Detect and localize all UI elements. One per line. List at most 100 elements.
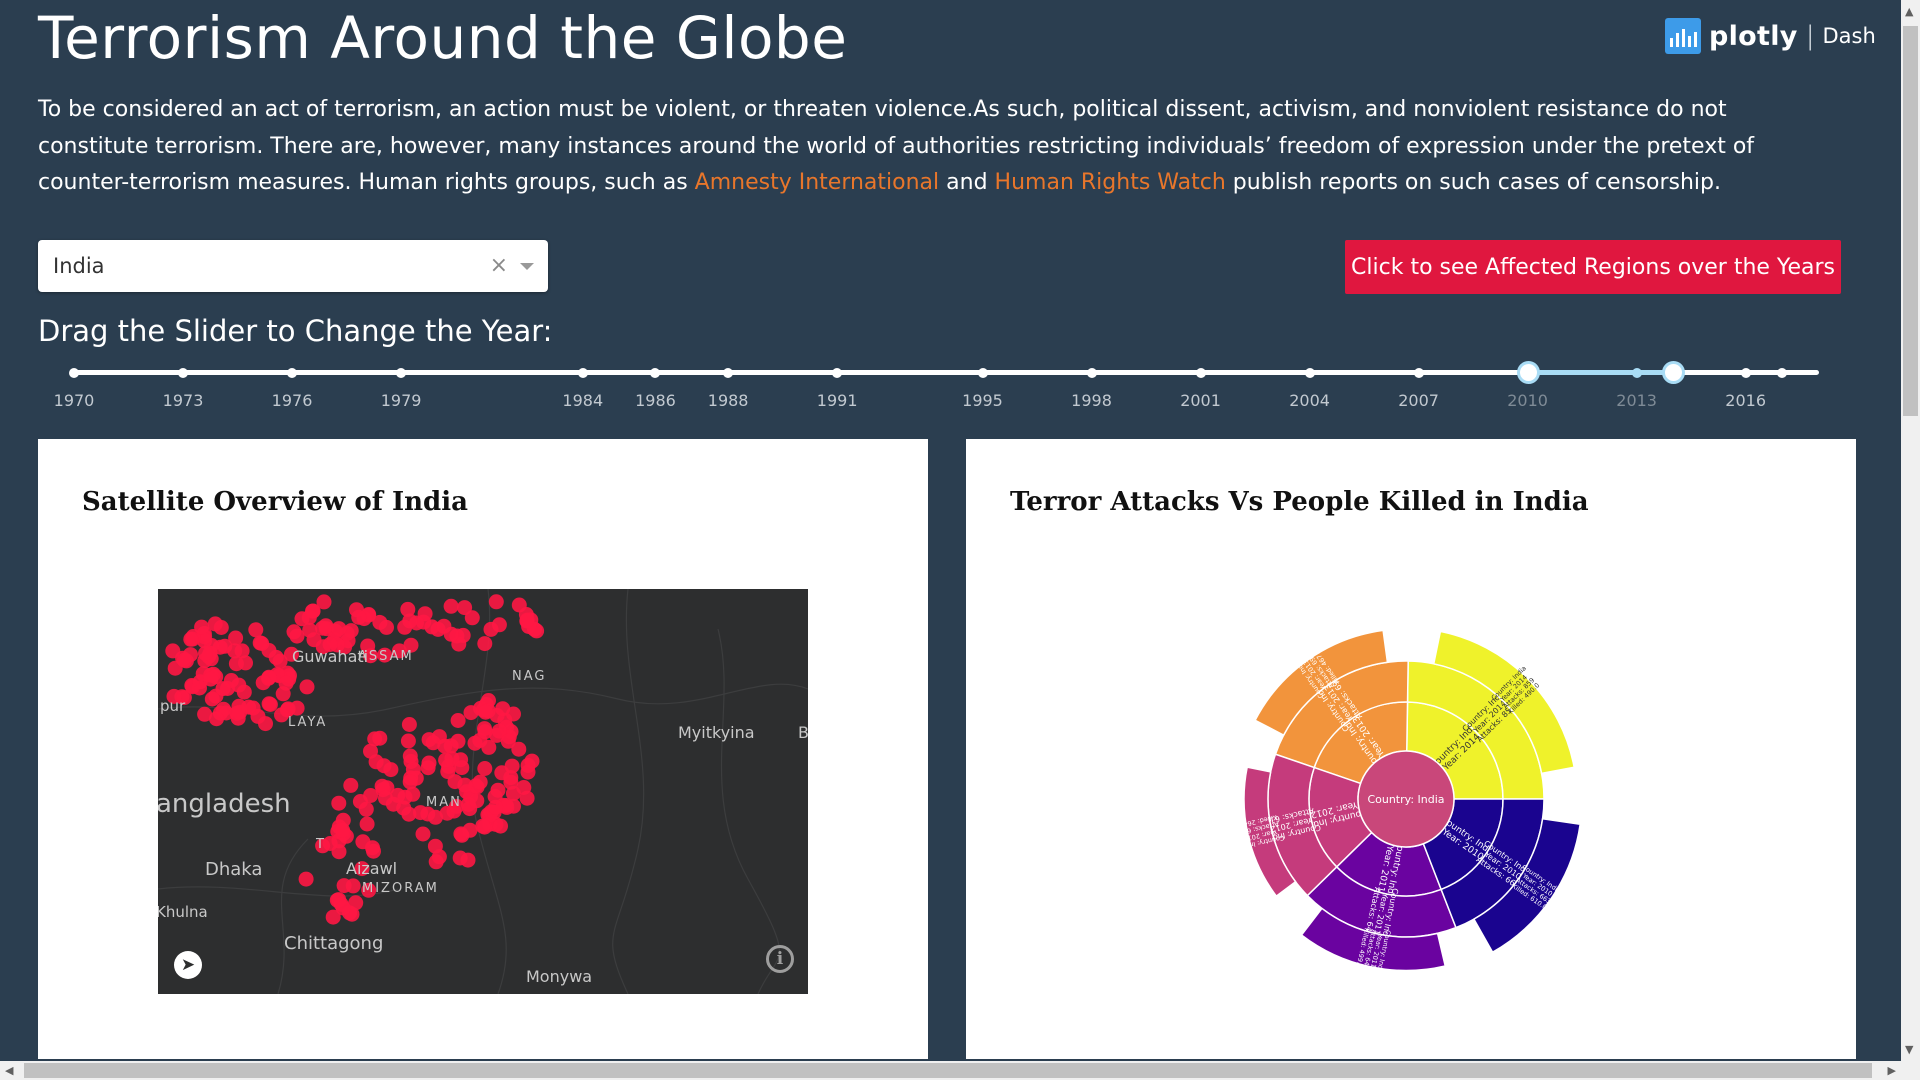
incident-marker[interactable] [391, 643, 407, 659]
slider-mark-1991[interactable]: 1991 [816, 391, 858, 410]
incident-marker[interactable] [491, 723, 507, 739]
scroll-right-arrow-icon[interactable]: ▶ [1887, 1064, 1896, 1077]
incident-marker[interactable] [361, 882, 377, 898]
incident-marker[interactable] [457, 600, 473, 616]
sunburst-killed-2014[interactable] [1432, 630, 1576, 775]
incident-marker[interactable] [519, 613, 535, 629]
incident-marker[interactable] [420, 806, 436, 822]
scroll-down-arrow-icon[interactable]: ▼ [1905, 1043, 1914, 1056]
incident-marker[interactable] [363, 743, 378, 759]
slider-dot-1988[interactable] [723, 368, 734, 378]
incident-marker[interactable] [487, 789, 503, 804]
incident-marker[interactable] [166, 688, 182, 704]
incident-marker[interactable] [228, 630, 244, 646]
mapbox-logo-icon[interactable]: ➤ [174, 951, 202, 979]
incident-marker[interactable] [503, 770, 519, 786]
incident-marker[interactable] [504, 758, 520, 774]
horizontal-scroll-thumb[interactable] [24, 1063, 1872, 1078]
incident-marker[interactable] [241, 699, 257, 715]
incident-marker[interactable] [454, 760, 470, 776]
horizontal-scrollbar[interactable]: ◀ ▶ [0, 1061, 1920, 1080]
incident-marker[interactable] [447, 774, 463, 790]
incident-marker[interactable] [467, 735, 483, 751]
incident-marker[interactable] [401, 806, 417, 822]
incident-marker[interactable] [378, 790, 393, 806]
incident-marker[interactable] [183, 631, 199, 647]
incident-marker[interactable] [477, 721, 492, 737]
incident-marker[interactable] [400, 601, 416, 617]
incident-marker[interactable] [500, 733, 516, 749]
incident-marker[interactable] [374, 778, 390, 794]
slider-dot-1979[interactable] [396, 368, 407, 378]
incident-marker[interactable] [363, 648, 379, 664]
incident-marker[interactable] [405, 786, 421, 802]
incident-marker[interactable] [234, 643, 250, 659]
slider-mark-1976[interactable]: 1976 [271, 391, 313, 410]
incident-marker[interactable] [354, 861, 370, 877]
slider-dot-1995[interactable] [977, 368, 988, 378]
slider-dot-1998[interactable] [1086, 368, 1097, 378]
incident-marker[interactable] [477, 636, 493, 652]
incident-marker[interactable] [258, 716, 273, 732]
incident-marker[interactable] [305, 603, 321, 619]
incident-marker[interactable] [352, 794, 368, 809]
slider-mark-2007[interactable]: 2007 [1398, 391, 1439, 410]
scroll-up-arrow-icon[interactable]: ▲ [1905, 5, 1914, 18]
incident-marker[interactable] [286, 624, 302, 640]
incident-marker[interactable] [272, 653, 288, 669]
sunburst-killed-2010[interactable] [1472, 817, 1582, 954]
incident-marker[interactable] [402, 748, 418, 764]
incident-marker[interactable] [488, 799, 504, 815]
slider-dot-1976[interactable] [287, 368, 298, 378]
incident-marker[interactable] [331, 621, 347, 637]
slider-mark-1970[interactable]: 1970 [53, 391, 95, 410]
incident-marker[interactable] [403, 637, 419, 653]
incident-marker[interactable] [209, 711, 224, 727]
incident-marker[interactable] [236, 684, 252, 700]
slider-mark-1984[interactable]: 1984 [562, 391, 604, 410]
incident-marker[interactable] [520, 764, 536, 780]
slider-dot-1986[interactable] [650, 368, 661, 378]
incident-marker[interactable] [238, 655, 253, 671]
map-canvas[interactable] [158, 589, 808, 994]
incident-marker[interactable] [294, 611, 310, 627]
incident-marker[interactable] [351, 609, 367, 625]
slider-mark-2004[interactable]: 2004 [1289, 391, 1330, 410]
slider-dot-2004[interactable] [1304, 368, 1315, 378]
incident-marker[interactable] [481, 739, 497, 755]
slider-dot-1991[interactable] [832, 368, 843, 378]
incident-marker[interactable] [402, 774, 418, 790]
incident-marker[interactable] [477, 761, 493, 776]
incident-marker[interactable] [343, 777, 359, 793]
incident-marker[interactable] [478, 704, 494, 720]
slider-mark-1973[interactable]: 1973 [162, 391, 204, 410]
incident-marker[interactable] [284, 646, 299, 662]
incident-marker[interactable] [197, 706, 213, 722]
incident-marker[interactable] [261, 696, 277, 712]
incident-marker[interactable] [274, 707, 289, 723]
slider-mark-1998[interactable]: 1998 [1071, 391, 1112, 410]
sunburst-killed-2013[interactable] [1254, 629, 1389, 737]
incident-marker[interactable] [427, 838, 443, 854]
incident-marker[interactable] [516, 780, 532, 795]
incident-marker[interactable] [248, 622, 264, 638]
incident-marker[interactable] [491, 617, 507, 633]
slider-dot-2017[interactable] [1777, 368, 1787, 378]
incident-marker[interactable] [401, 717, 417, 732]
incident-marker[interactable] [335, 822, 351, 838]
satellite-map[interactable]: Guwahati ASSAM LAYA NAG MAN pur T Aizawl… [158, 589, 808, 994]
incident-marker[interactable] [400, 733, 416, 749]
incident-marker[interactable] [289, 700, 305, 716]
slider-dot-2001[interactable] [1195, 368, 1206, 378]
year-range-slider[interactable]: 1970 1973 1976 1979 1984 1986 1988 1991 1995 1998… [0, 355, 1920, 415]
incident-marker[interactable] [475, 818, 491, 834]
clear-selection-icon[interactable]: × [489, 253, 508, 278]
incident-marker[interactable] [367, 731, 383, 747]
incident-marker[interactable] [203, 671, 219, 687]
incident-marker[interactable] [450, 713, 466, 728]
incident-marker[interactable] [488, 594, 504, 610]
incident-marker[interactable] [359, 816, 375, 832]
incident-marker[interactable] [454, 827, 470, 843]
incident-marker[interactable] [495, 701, 511, 717]
